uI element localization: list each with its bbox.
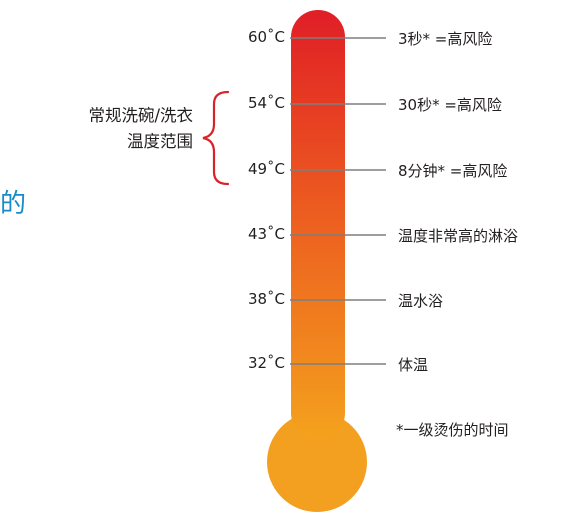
temp-label-49: 49˚C xyxy=(247,160,285,178)
thermometer-tube xyxy=(291,10,345,440)
desc-label-49: 8分钟* =高风险 xyxy=(398,162,508,180)
desc-label-43: 温度非常高的淋浴 xyxy=(398,227,519,245)
footnote: *一级烫伤的时间 xyxy=(396,421,509,439)
thermometer-bulb xyxy=(267,412,367,512)
desc-label-60: 3秒* =高风险 xyxy=(398,30,493,48)
temp-label-38: 38˚C xyxy=(247,290,285,308)
desc-label-32: 体温 xyxy=(398,356,429,374)
tick-lines xyxy=(290,37,386,365)
temp-label-60: 60˚C xyxy=(247,28,285,46)
temp-label-43: 43˚C xyxy=(247,225,285,243)
temp-label-54: 54˚C xyxy=(247,94,285,112)
desc-label-54: 30秒* =高风险 xyxy=(398,96,502,114)
range-label-line1: 常规洗碗/洗衣 xyxy=(88,106,193,125)
left-cropped-text: 的 xyxy=(0,189,27,219)
temp-label-32: 32˚C xyxy=(247,354,285,372)
desc-label-38: 温水浴 xyxy=(398,292,444,310)
range-label-line2: 温度范围 xyxy=(127,132,193,151)
range-brace xyxy=(202,90,230,186)
